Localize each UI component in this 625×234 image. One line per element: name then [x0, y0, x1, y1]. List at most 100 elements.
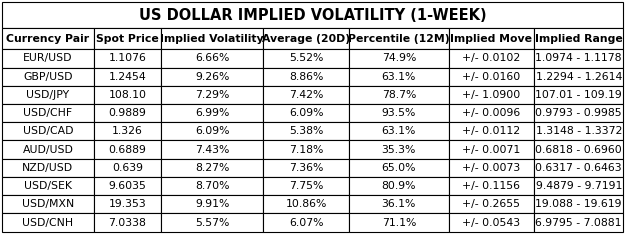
- Text: 1.326: 1.326: [112, 126, 142, 136]
- Bar: [449, 86, 534, 104]
- Text: 10.86%: 10.86%: [286, 199, 327, 209]
- Bar: [263, 140, 349, 159]
- Text: 9.4879 - 9.7191: 9.4879 - 9.7191: [536, 181, 622, 191]
- Bar: [534, 159, 623, 177]
- Text: 9.26%: 9.26%: [195, 72, 229, 82]
- Text: USD/CNH: USD/CNH: [22, 218, 73, 227]
- Text: 5.52%: 5.52%: [289, 53, 324, 63]
- Text: 1.3148 - 1.3372: 1.3148 - 1.3372: [536, 126, 622, 136]
- Text: 7.29%: 7.29%: [195, 90, 229, 100]
- Bar: [263, 28, 349, 49]
- Text: 19.088 - 19.619: 19.088 - 19.619: [536, 199, 622, 209]
- Bar: [161, 140, 263, 159]
- Bar: [263, 213, 349, 232]
- Bar: [263, 195, 349, 213]
- Bar: [94, 177, 161, 195]
- Text: 7.75%: 7.75%: [289, 181, 324, 191]
- Bar: [534, 49, 623, 68]
- Text: +/- 0.0096: +/- 0.0096: [462, 108, 521, 118]
- Bar: [161, 159, 263, 177]
- Bar: [349, 140, 449, 159]
- Text: +/- 0.0102: +/- 0.0102: [462, 53, 521, 63]
- Text: 8.70%: 8.70%: [195, 181, 229, 191]
- Bar: [449, 140, 534, 159]
- Bar: [534, 213, 623, 232]
- Text: USD/SEK: USD/SEK: [24, 181, 72, 191]
- Bar: [263, 86, 349, 104]
- Bar: [263, 68, 349, 86]
- Bar: [263, 49, 349, 68]
- Text: EUR/USD: EUR/USD: [23, 53, 72, 63]
- Bar: [94, 195, 161, 213]
- Text: 8.27%: 8.27%: [195, 163, 229, 173]
- Text: 5.57%: 5.57%: [195, 218, 229, 227]
- Bar: [94, 140, 161, 159]
- Bar: [2, 28, 94, 49]
- Bar: [2, 2, 623, 28]
- Text: +/- 0.0112: +/- 0.0112: [462, 126, 521, 136]
- Bar: [161, 104, 263, 122]
- Bar: [161, 86, 263, 104]
- Text: 80.9%: 80.9%: [382, 181, 416, 191]
- Bar: [349, 28, 449, 49]
- Text: 65.0%: 65.0%: [382, 163, 416, 173]
- Bar: [349, 122, 449, 140]
- Text: 0.6889: 0.6889: [108, 145, 146, 155]
- Text: 8.86%: 8.86%: [289, 72, 324, 82]
- Text: 78.7%: 78.7%: [382, 90, 416, 100]
- Text: Implied Move: Implied Move: [451, 34, 532, 44]
- Bar: [2, 195, 94, 213]
- Bar: [449, 28, 534, 49]
- Bar: [2, 159, 94, 177]
- Bar: [2, 49, 94, 68]
- Text: +/- 0.0160: +/- 0.0160: [462, 72, 521, 82]
- Text: 6.99%: 6.99%: [195, 108, 229, 118]
- Text: 7.36%: 7.36%: [289, 163, 324, 173]
- Text: AUD/USD: AUD/USD: [22, 145, 73, 155]
- Bar: [449, 159, 534, 177]
- Text: 0.9793 - 0.9985: 0.9793 - 0.9985: [536, 108, 622, 118]
- Bar: [534, 28, 623, 49]
- Text: 93.5%: 93.5%: [382, 108, 416, 118]
- Text: 6.9795 - 7.0881: 6.9795 - 7.0881: [536, 218, 622, 227]
- Text: 5.38%: 5.38%: [289, 126, 324, 136]
- Bar: [161, 122, 263, 140]
- Text: 9.91%: 9.91%: [195, 199, 229, 209]
- Bar: [94, 49, 161, 68]
- Text: USD/JPY: USD/JPY: [26, 90, 69, 100]
- Text: GBP/USD: GBP/USD: [23, 72, 72, 82]
- Text: 9.6035: 9.6035: [108, 181, 146, 191]
- Text: Implied Volatility: Implied Volatility: [161, 34, 264, 44]
- Bar: [534, 104, 623, 122]
- Bar: [534, 86, 623, 104]
- Bar: [534, 122, 623, 140]
- Text: 0.6317 - 0.6463: 0.6317 - 0.6463: [536, 163, 622, 173]
- Bar: [2, 213, 94, 232]
- Text: 1.0974 - 1.1178: 1.0974 - 1.1178: [536, 53, 622, 63]
- Bar: [349, 86, 449, 104]
- Bar: [2, 68, 94, 86]
- Bar: [349, 195, 449, 213]
- Bar: [161, 177, 263, 195]
- Text: 108.10: 108.10: [108, 90, 146, 100]
- Bar: [161, 68, 263, 86]
- Bar: [94, 213, 161, 232]
- Bar: [161, 49, 263, 68]
- Text: 1.2454: 1.2454: [109, 72, 146, 82]
- Bar: [349, 49, 449, 68]
- Text: +/- 0.0073: +/- 0.0073: [462, 163, 521, 173]
- Text: 63.1%: 63.1%: [382, 126, 416, 136]
- Text: 6.09%: 6.09%: [195, 126, 229, 136]
- Text: 7.18%: 7.18%: [289, 145, 324, 155]
- Text: 0.639: 0.639: [112, 163, 143, 173]
- Bar: [94, 68, 161, 86]
- Text: USD/CHF: USD/CHF: [23, 108, 72, 118]
- Text: NZD/USD: NZD/USD: [22, 163, 73, 173]
- Text: 6.07%: 6.07%: [289, 218, 324, 227]
- Bar: [263, 159, 349, 177]
- Text: 0.6818 - 0.6960: 0.6818 - 0.6960: [536, 145, 622, 155]
- Text: +/- 1.0900: +/- 1.0900: [462, 90, 521, 100]
- Bar: [449, 177, 534, 195]
- Bar: [349, 213, 449, 232]
- Text: Percentile (12M): Percentile (12M): [348, 34, 449, 44]
